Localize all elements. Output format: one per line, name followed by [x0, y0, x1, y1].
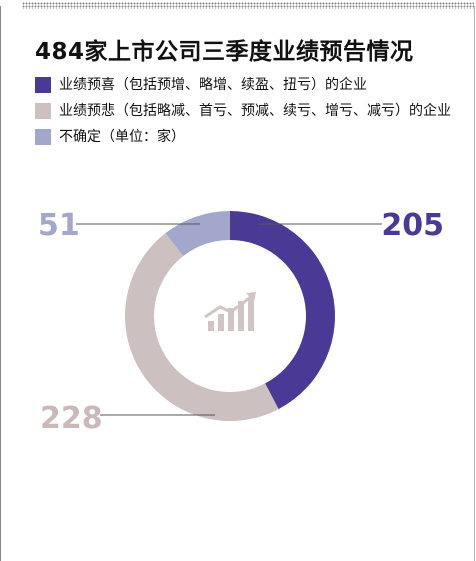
donut-slices [124, 211, 336, 422]
legend-item-negative: 业绩预悲（包括略减、首亏、预减、续亏、增亏、减亏）的企业 [35, 101, 465, 121]
legend-swatch-negative [35, 103, 51, 119]
dotted-top-border [22, 2, 474, 9]
donut-slice-uncertain [165, 211, 230, 257]
left-border-line [0, 6, 1, 561]
legend: 业绩预喜（包括预增、略增、续盈、扭亏）的企业 业绩预悲（包括略减、首亏、预减、续… [35, 75, 465, 153]
legend-item-uncertain: 不确定（单位：家） [35, 127, 465, 147]
legend-swatch-uncertain [35, 129, 51, 145]
legend-label-negative: 业绩预悲（包括略减、首亏、预减、续亏、增亏、减亏）的企业 [59, 103, 451, 119]
icon-bar-2 [218, 314, 224, 331]
legend-label-positive: 业绩预喜（包括预增、略增、续盈、扭亏）的企业 [59, 77, 367, 93]
legend-item-positive: 业绩预喜（包括预增、略增、续盈、扭亏）的企业 [35, 75, 465, 95]
icon-bar-3 [228, 308, 234, 331]
icon-bar-5 [248, 299, 254, 331]
leader-lines [76, 223, 382, 416]
icon-trend-line [204, 294, 253, 319]
data-labels: 205 228 51 [38, 208, 444, 436]
icon-trend-arrow [246, 292, 256, 302]
donut-slice-positive [230, 211, 336, 410]
right-border-line [474, 6, 475, 561]
icon-bar-1 [208, 321, 214, 331]
legend-label-uncertain: 不确定（单位：家） [59, 129, 185, 145]
data-label-positive: 205 [381, 208, 444, 243]
donut-slice-negative [124, 233, 279, 422]
icon-bar-4 [238, 301, 244, 331]
growth-chart-icon [204, 292, 256, 331]
data-label-negative: 228 [40, 401, 103, 436]
data-label-uncertain: 51 [38, 208, 80, 243]
legend-swatch-positive [35, 77, 51, 93]
chart-title: 484家上市公司三季度业绩预告情况 [35, 39, 414, 65]
